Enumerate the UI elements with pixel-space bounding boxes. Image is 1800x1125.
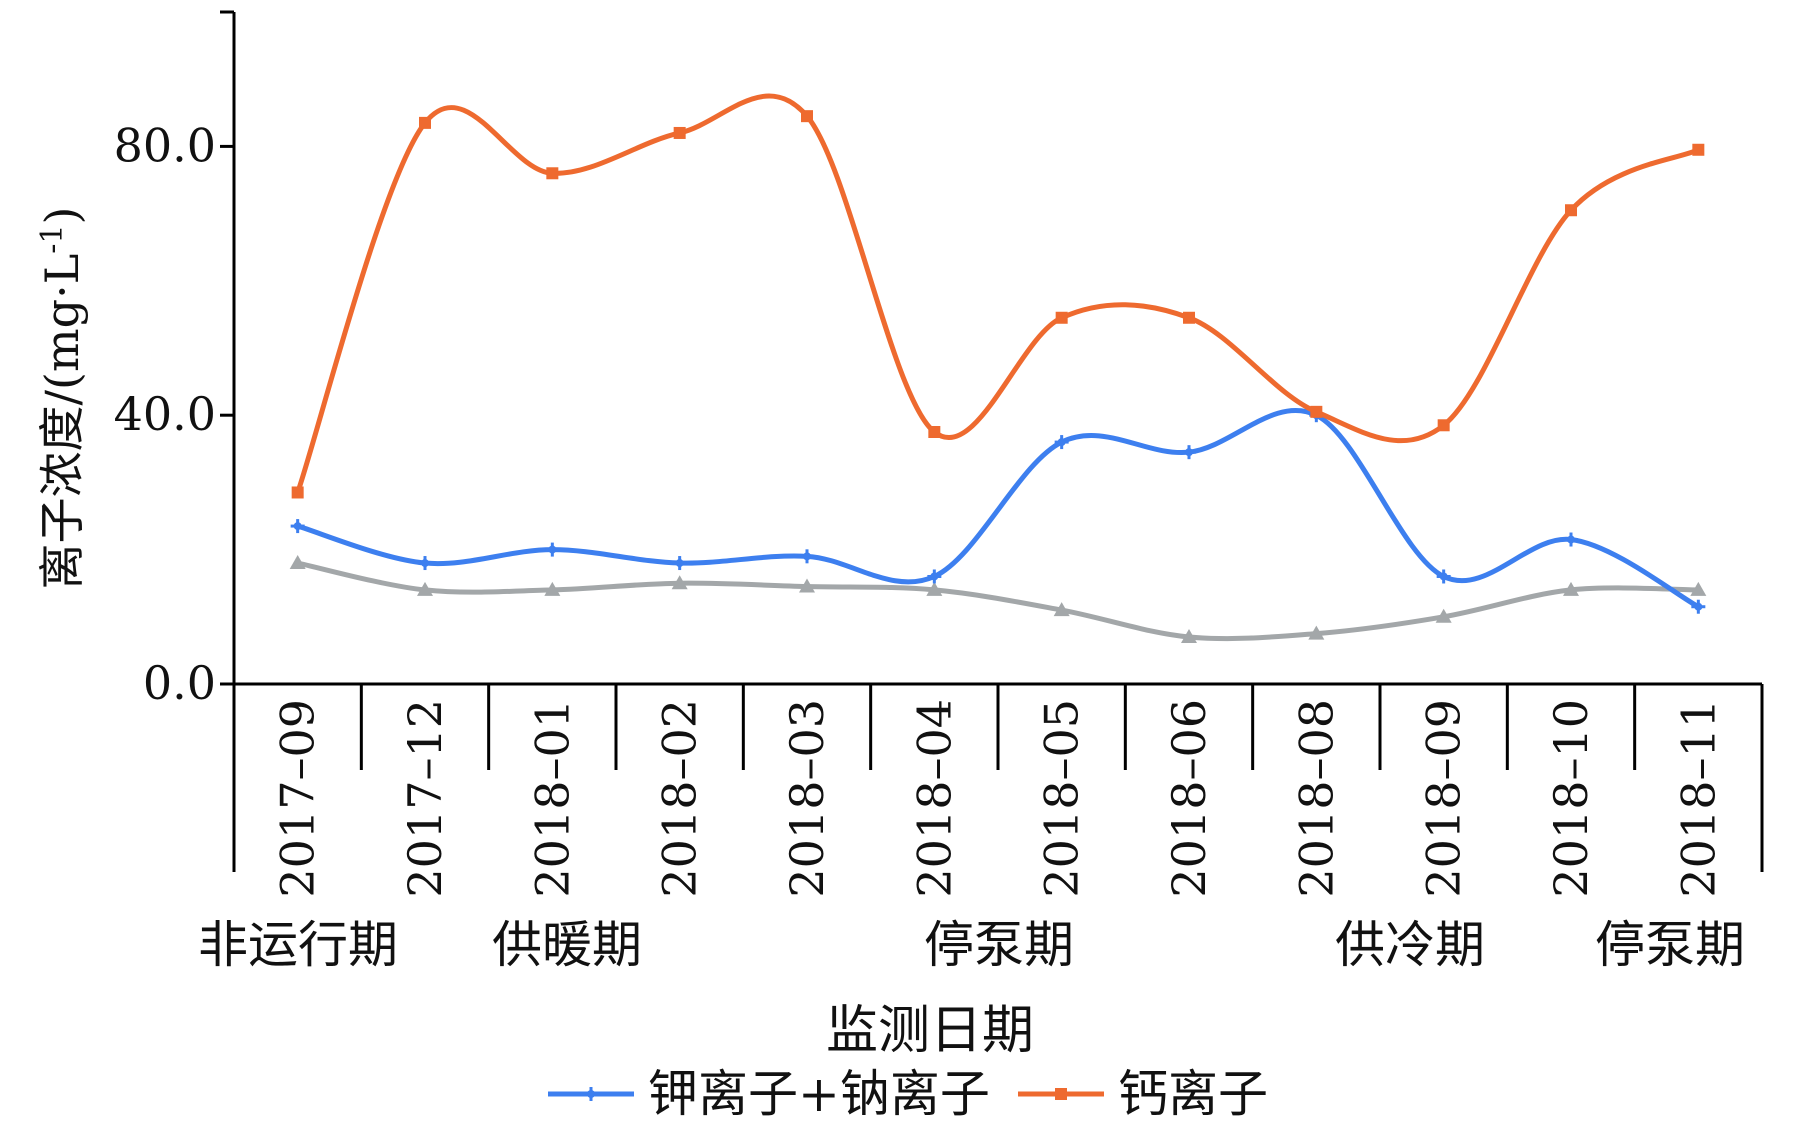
series-line xyxy=(295,407,1701,610)
legend-label: 钙离子 xyxy=(1118,1065,1268,1123)
period-label: 停泵期 xyxy=(924,916,1074,974)
x-tick-label: 2017–12 xyxy=(398,699,452,898)
legend-item: 钙离子 xyxy=(1018,1065,1268,1123)
plot-area xyxy=(289,93,1707,643)
x-tick-label: 2018–02 xyxy=(653,699,707,898)
y-axis-label: 离子浓度/(mg·L-1) xyxy=(35,207,89,590)
x-tick-label: 2018–01 xyxy=(525,699,579,898)
period-label: 供冷期 xyxy=(1335,916,1485,974)
series-line xyxy=(295,560,1701,642)
period-label: 非运行期 xyxy=(198,916,398,974)
data-point xyxy=(1691,599,1706,614)
data-point xyxy=(1435,608,1452,623)
data-point xyxy=(291,486,304,499)
data-point xyxy=(673,126,686,139)
data-point xyxy=(800,549,814,564)
data-point xyxy=(545,542,560,557)
data-point xyxy=(290,519,305,534)
period-labels: 非运行期 供暖期 停泵期 供冷期 停泵期 xyxy=(198,916,1745,974)
data-point xyxy=(544,581,561,596)
data-point xyxy=(1054,435,1069,450)
data-point xyxy=(1181,628,1197,643)
data-point xyxy=(1182,445,1196,460)
y-tick-label: 80.0 xyxy=(114,118,216,172)
data-point xyxy=(418,556,432,571)
series-1 xyxy=(291,93,1705,499)
data-point xyxy=(1565,204,1577,217)
y-tick-label: 40.0 xyxy=(114,387,216,441)
data-point xyxy=(799,578,815,593)
x-axis-label: 监测日期 xyxy=(826,1001,1034,1061)
x-tick-label: 2018–08 xyxy=(1289,699,1343,898)
x-tick-label: 2018–09 xyxy=(1417,699,1471,898)
data-point xyxy=(1055,311,1068,324)
data-point xyxy=(927,569,942,584)
x-tick-label: 2018–04 xyxy=(907,699,961,898)
data-point xyxy=(1437,419,1450,432)
data-point xyxy=(1053,602,1070,617)
legend: 钾离子+钠离子 钙离子 xyxy=(548,1065,1268,1123)
legend-marker xyxy=(1055,1088,1067,1100)
legend-item: 钾离子+钠离子 xyxy=(548,1065,990,1123)
legend-marker xyxy=(584,1087,598,1101)
data-point xyxy=(1436,569,1451,584)
data-point xyxy=(546,167,559,180)
x-tick-label: 2018–11 xyxy=(1671,699,1725,898)
data-point xyxy=(1183,311,1195,324)
y-axis: 0.0 40.0 80.0 离子浓度/(mg·L-1) xyxy=(35,10,236,710)
period-label: 供暖期 xyxy=(492,916,642,974)
data-point xyxy=(672,556,687,571)
data-point xyxy=(1692,143,1705,156)
period-label: 停泵期 xyxy=(1595,916,1745,974)
data-point xyxy=(1310,405,1323,418)
x-tick-label: 2018–10 xyxy=(1544,699,1598,898)
data-point xyxy=(928,426,941,438)
data-point xyxy=(1564,532,1578,547)
data-point xyxy=(1308,625,1325,640)
series-line xyxy=(295,93,1701,495)
legend-label: 钾离子+钠离子 xyxy=(648,1065,990,1123)
data-point xyxy=(1563,581,1579,596)
series-2 xyxy=(289,555,1707,643)
data-point xyxy=(289,555,306,570)
series-0 xyxy=(290,407,1706,614)
data-point xyxy=(926,581,943,596)
x-tick-label: 2018–06 xyxy=(1162,699,1216,898)
x-tick-label: 2018–05 xyxy=(1035,699,1089,898)
data-point xyxy=(801,110,813,123)
data-point xyxy=(417,581,433,596)
x-axis: 2017–09 2017–12 2018–01 2018–02 2018–03 2018–… xyxy=(232,682,1764,898)
x-tick-label: 2017–09 xyxy=(271,699,325,898)
data-point xyxy=(671,575,688,590)
x-tick-label: 2018–03 xyxy=(780,699,834,898)
y-tick-label: 0.0 xyxy=(143,656,216,710)
data-point xyxy=(1690,581,1707,596)
data-point xyxy=(419,116,431,129)
